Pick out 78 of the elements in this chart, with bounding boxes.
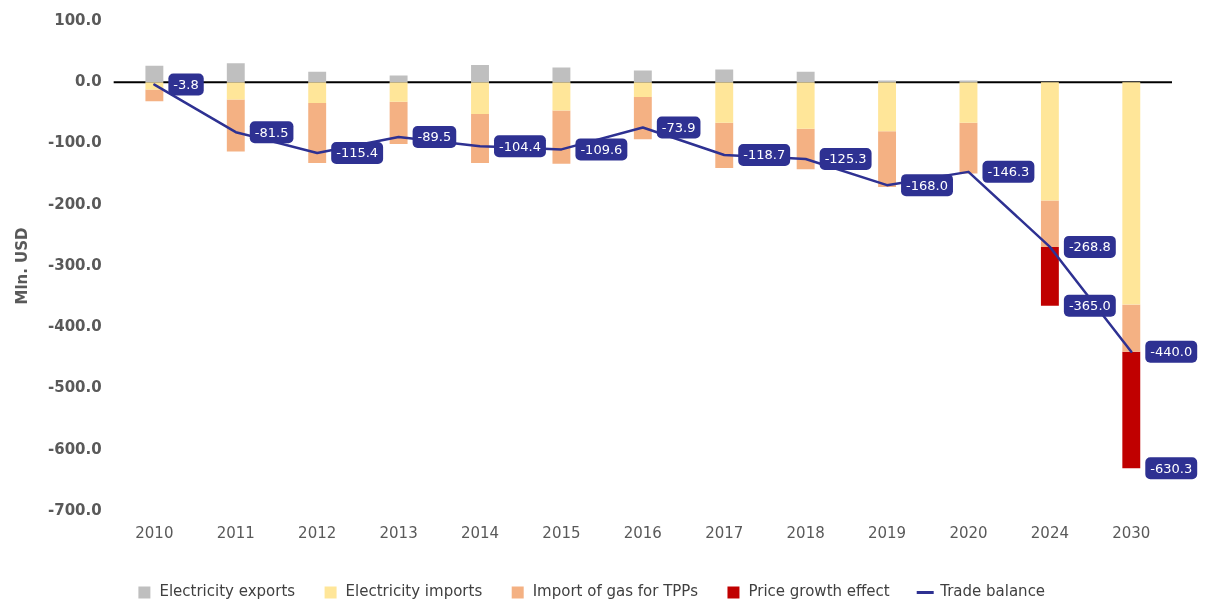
x-tick-label: 2014 (460, 523, 500, 542)
data-label: -104.4 (499, 138, 541, 154)
x-tick-label: 2019 (867, 523, 907, 542)
x-tick-label: 2020 (949, 523, 988, 542)
bar (145, 65, 164, 83)
bar (471, 82, 489, 115)
y-tick-label: -500.0 (48, 378, 102, 397)
y-tick-label: -100.0 (48, 133, 102, 152)
data-label: -146.3 (987, 164, 1030, 180)
bar (878, 82, 897, 132)
bar (796, 82, 815, 129)
bar (552, 110, 571, 164)
data-label: -81.5 (254, 124, 289, 140)
x-tick-label: 2030 (1112, 523, 1151, 542)
x-tick-label: 2017 (705, 523, 744, 542)
y-tick-label: -400.0 (48, 317, 102, 336)
data-label: -125.3 (824, 151, 867, 167)
x-tick-label: 2012 (298, 523, 337, 542)
bar (389, 101, 408, 145)
bar (878, 131, 897, 187)
bar (1122, 82, 1141, 305)
bar (308, 71, 327, 83)
bar (471, 65, 489, 83)
y-tick-label: -600.0 (48, 439, 102, 458)
data-label: -89.5 (417, 129, 452, 145)
bar (308, 82, 327, 104)
y-tick-label: -200.0 (48, 194, 102, 213)
bar (633, 82, 652, 97)
bar (552, 67, 571, 83)
bar (471, 114, 489, 164)
bar (226, 63, 245, 83)
legend-label: Import of gas for TPPs (532, 582, 699, 601)
bar (715, 82, 734, 123)
y-tick-label: 0.0 (75, 72, 102, 91)
bar (1122, 351, 1141, 469)
bar (145, 89, 164, 102)
bar (633, 96, 652, 140)
bar (1040, 200, 1059, 248)
bar (389, 82, 408, 102)
bar (226, 82, 245, 100)
bar (715, 122, 734, 168)
data-label: -73.9 (661, 119, 696, 135)
x-tick-label: 2010 (135, 523, 174, 542)
bar (796, 71, 815, 83)
x-tick-label: 2015 (542, 523, 581, 542)
bar (1122, 304, 1141, 352)
bar (308, 103, 327, 164)
data-label: -268.8 (1068, 239, 1111, 255)
data-label: -168.0 (906, 177, 948, 193)
bar (633, 70, 652, 83)
y-tick-label: -300.0 (48, 255, 102, 274)
y-axis-title: Mln. USD (12, 227, 31, 305)
data-label: -115.4 (336, 145, 379, 161)
bar (715, 69, 734, 83)
bar (552, 82, 571, 111)
bar (796, 128, 815, 170)
data-label: -440.0 (1150, 344, 1193, 360)
bar (1040, 247, 1059, 306)
annotation: -365.0 (1068, 298, 1111, 314)
bar (1040, 82, 1059, 201)
y-tick-label: 100.0 (54, 10, 102, 29)
legend-label: Electricity imports (345, 582, 483, 601)
bar (959, 122, 978, 174)
data-label: -109.6 (580, 141, 623, 157)
bar (226, 99, 245, 152)
annotation: -630.3 (1150, 460, 1193, 476)
data-label: -3.8 (173, 76, 199, 92)
x-tick-label: 2024 (1030, 523, 1069, 542)
x-tick-label: 2018 (786, 523, 825, 542)
legend-label: Electricity exports (159, 582, 296, 601)
data-label: -118.7 (743, 147, 786, 163)
y-tick-label: -700.0 (48, 500, 102, 519)
x-tick-label: 2013 (379, 523, 418, 542)
x-tick-label: 2011 (216, 523, 255, 542)
x-tick-label: 2016 (623, 523, 662, 542)
legend-label: Price growth effect (748, 582, 890, 601)
bar (959, 82, 978, 123)
legend-label: Trade balance (939, 582, 1046, 601)
